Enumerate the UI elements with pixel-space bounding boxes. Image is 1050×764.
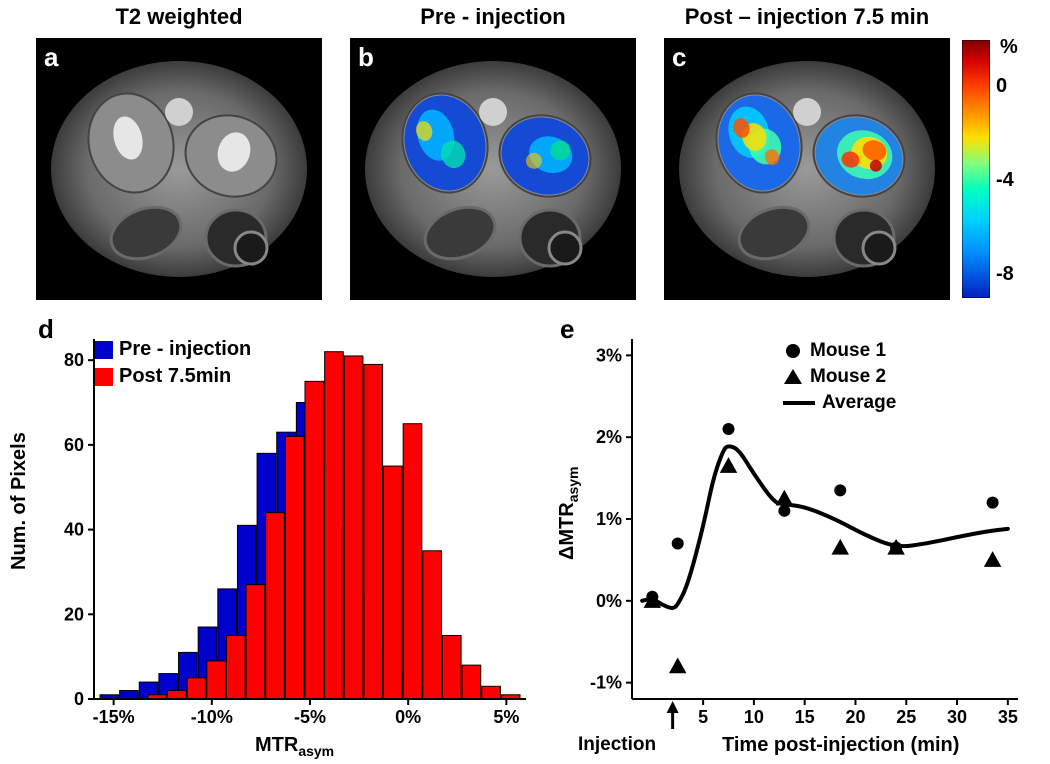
hist-bar: [285, 436, 304, 699]
mri-c-overlay: [664, 38, 950, 300]
svg-text:3%: 3%: [596, 345, 622, 365]
hist-bar: [462, 665, 481, 699]
panel-letter-d: d: [38, 314, 54, 345]
legend-item: Mouse 2: [782, 366, 896, 388]
colorbar-tick: -8: [996, 263, 1014, 286]
svg-text:5%: 5%: [493, 707, 519, 727]
panel-d-ylabel: Num. of Pixels: [8, 432, 31, 570]
svg-text:15: 15: [795, 707, 815, 727]
colorbar-tick: 0: [996, 75, 1007, 98]
svg-text:10: 10: [744, 707, 764, 727]
panel-e-ylabel: ΔMTRasym: [556, 466, 581, 560]
panel-letter-b: b: [358, 42, 374, 73]
hist-bar: [442, 635, 461, 699]
svg-text:-10%: -10%: [191, 707, 233, 727]
svg-text:20: 20: [845, 707, 865, 727]
legend-d: Pre - injection Post 7.5min: [95, 338, 251, 392]
title-b: Pre - injection: [350, 4, 636, 30]
svg-text:0: 0: [74, 689, 84, 709]
panel-letter-c: c: [672, 42, 686, 73]
mri-panel-c: [664, 38, 950, 300]
legend-marker-icon: [782, 368, 804, 386]
colorbar: [962, 40, 990, 298]
legend-label: Average: [822, 392, 896, 414]
svg-text:2%: 2%: [596, 427, 622, 447]
svg-text:0%: 0%: [395, 707, 421, 727]
svg-text:35: 35: [998, 707, 1018, 727]
svg-text:60: 60: [64, 435, 84, 455]
legend-label: Mouse 1: [810, 340, 886, 362]
figure-root: T2 weighted Pre - injection Post – injec…: [0, 0, 1050, 764]
hist-bar: [226, 635, 245, 699]
legend-marker-icon: [782, 342, 804, 360]
hist-bar: [207, 661, 226, 699]
legend-label: Pre - injection: [119, 338, 251, 361]
svg-text:5: 5: [698, 707, 708, 727]
svg-text:30: 30: [947, 707, 967, 727]
legend-label: Post 7.5min: [119, 365, 231, 388]
title-a: T2 weighted: [36, 4, 322, 30]
hist-bar: [266, 513, 285, 699]
svg-text:1%: 1%: [596, 509, 622, 529]
hist-bar: [168, 691, 187, 699]
svg-text:20: 20: [64, 604, 84, 624]
panel-letter-a: a: [44, 42, 58, 73]
svg-text:0%: 0%: [596, 591, 622, 611]
svg-text:25: 25: [896, 707, 916, 727]
legend-item: Post 7.5min: [95, 365, 251, 388]
panel-d-xlabel-main: MTR: [255, 734, 298, 756]
svg-text:80: 80: [64, 350, 84, 370]
legend-swatch: [95, 368, 113, 386]
colorbar-unit: %: [1000, 36, 1018, 59]
hist-bar: [364, 364, 383, 699]
legend-swatch: [95, 341, 113, 359]
panel-d-xlabel: MTRasym: [255, 734, 334, 759]
svg-text:-5%: -5%: [294, 707, 326, 727]
legend-item: Average: [782, 392, 896, 414]
panel-letter-e: e: [560, 314, 574, 345]
mri-panel-b: [350, 38, 636, 300]
svg-text:40: 40: [64, 520, 84, 540]
legend-item: Pre - injection: [95, 338, 251, 361]
title-c: Post – injection 7.5 min: [644, 4, 970, 30]
mri-b-overlay: [350, 38, 636, 300]
hist-bar: [482, 686, 501, 699]
hist-bar: [305, 381, 324, 699]
mri-a-svg: [36, 38, 322, 300]
hist-bar: [423, 551, 442, 699]
legend-label: Mouse 2: [810, 366, 886, 388]
legend-line-icon: [782, 394, 816, 412]
hist-bar: [246, 585, 265, 699]
svg-text:-15%: -15%: [93, 707, 135, 727]
colorbar-tick: -4: [996, 169, 1014, 192]
panel-e-ylabel-sub: asym: [565, 466, 581, 502]
hist-bar: [344, 356, 363, 699]
hist-bar: [384, 466, 403, 699]
legend-item: Mouse 1: [782, 340, 896, 362]
hist-bar: [325, 352, 344, 699]
panel-d-xlabel-sub: asym: [298, 743, 334, 759]
injection-label: Injection: [578, 734, 656, 756]
hist-bar: [187, 678, 206, 699]
legend-e: Mouse 1 Mouse 2 Average: [782, 340, 896, 418]
panel-e-xlabel: Time post-injection (min): [722, 734, 959, 757]
mri-panel-a: [36, 38, 322, 300]
svg-text:-1%: -1%: [590, 673, 622, 693]
hist-bar: [403, 424, 422, 699]
hist-bar: [120, 691, 139, 699]
panel-e-ylabel-main: ΔMTR: [556, 502, 578, 560]
